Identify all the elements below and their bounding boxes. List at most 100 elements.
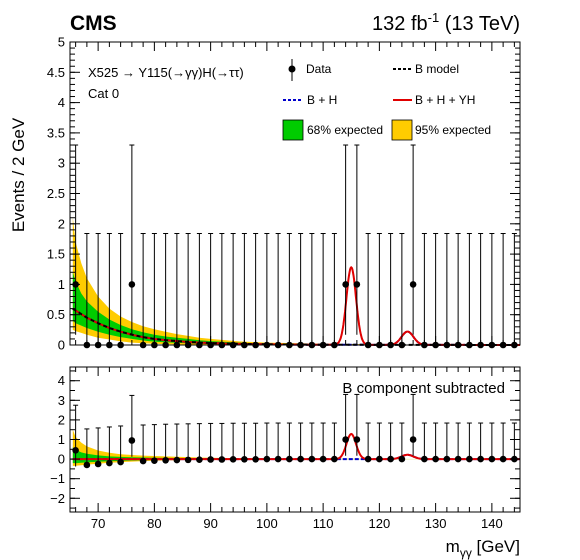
data-points [72, 144, 518, 349]
legend-data-label: Data [306, 62, 332, 76]
x-tick-label: 100 [256, 516, 278, 531]
data-point [319, 455, 327, 463]
band-68-area [72, 272, 521, 345]
y-tick-label: 1 [58, 432, 65, 447]
plot-frame [69, 41, 521, 346]
legend-b-model-label: B model [415, 62, 459, 76]
legend-b-h-yh: B + H + YH [393, 93, 475, 107]
y-axis-title: Events / 2 GeV [9, 117, 28, 232]
y-tick-label: 3 [58, 156, 65, 171]
data-point [353, 436, 361, 443]
data-point [499, 455, 507, 463]
y-tick-label: 4 [58, 373, 65, 388]
category-label: Cat 0 [88, 86, 119, 101]
x-axis-title: mγγ [GeV] [446, 537, 520, 560]
y-tick-label: 0 [58, 338, 65, 353]
data-point [72, 446, 79, 454]
legend-band95-swatch [391, 119, 413, 141]
y-tick-label: 0.5 [47, 307, 65, 322]
data-point [218, 456, 226, 463]
legend-band68-label: 68% expected [307, 123, 383, 137]
y-tick-label: 3 [58, 393, 65, 408]
data-point [364, 455, 372, 463]
y-tick-label: 4.5 [47, 65, 65, 80]
legend-data-marker [288, 65, 296, 73]
data-point [94, 460, 102, 468]
data-point [162, 456, 169, 464]
data-point [331, 455, 338, 463]
data-point [286, 455, 293, 463]
y-tick-label: 2 [58, 412, 65, 427]
x-tick-label: 70 [91, 516, 105, 531]
legend-band68: 68% expected [282, 119, 383, 141]
data-point [477, 455, 484, 463]
legend-band95: 95% expected [391, 119, 491, 141]
subtracted-label: B component subtracted [342, 380, 505, 397]
data-point [466, 455, 473, 463]
legend-b-h: B + H [283, 93, 337, 107]
data-point [308, 455, 316, 463]
legend-b-h-yh-label: B + H + YH [415, 93, 475, 107]
y-tick-label: −2 [50, 491, 65, 506]
x-tick-label: 120 [369, 516, 391, 531]
data-point [139, 457, 147, 465]
data-point [432, 455, 439, 463]
y-tick-label: −1 [50, 471, 65, 486]
x-tick-label: 110 [313, 516, 334, 531]
data-point [342, 436, 349, 443]
legend-band68-swatch [282, 119, 304, 141]
lumi-exp: -1 [428, 10, 440, 25]
data-point [409, 436, 417, 443]
data-point [454, 455, 462, 463]
band-95-area [72, 217, 521, 345]
process-label: X525 → Y115(→γγ)H(→ττ) [88, 65, 244, 80]
top-panel-axes: 0 0.5 1 1.5 2 2.5 3 3.5 4 4.5 5 [47, 35, 521, 353]
data-point [252, 455, 259, 463]
x-tick-label: 90 [203, 516, 217, 531]
lumi-label: 132 fb-1 (13 TeV) [372, 10, 520, 35]
data-point [128, 281, 136, 288]
y-tick-label: 1 [58, 277, 65, 292]
x-tick-label: 130 [425, 516, 447, 531]
legend-b-model: B model [393, 62, 459, 76]
y-tick-label: 4 [58, 95, 65, 110]
data-point [173, 456, 181, 464]
data-point [207, 456, 214, 463]
energy-label: (13 TeV) [439, 13, 520, 35]
legend-data: Data [288, 59, 332, 81]
x-tick-label: 140 [481, 516, 503, 531]
data-point [274, 455, 282, 463]
legend-b-h-label: B + H [307, 93, 337, 107]
data-point [387, 455, 394, 463]
lumi-value: 132 fb [372, 13, 428, 35]
y-tick-label: 0 [58, 452, 65, 467]
y-tick-label: 5 [58, 35, 65, 50]
data-point [297, 455, 304, 463]
data-point [128, 437, 136, 444]
bottom-model-curves [72, 432, 520, 461]
data-point [263, 455, 271, 463]
y-tick-label: 2.5 [47, 186, 65, 201]
y-tick-label: 3.5 [47, 125, 65, 140]
data-point [443, 455, 451, 463]
data-point [421, 455, 428, 463]
data-point [196, 456, 203, 463]
y-tick-label: 2 [58, 216, 65, 231]
y-tick-label: 1.5 [47, 247, 65, 262]
expected-bands [72, 217, 521, 345]
experiment-label: CMS [70, 12, 117, 35]
data-point [376, 455, 383, 463]
bottom-data-points [72, 393, 518, 469]
data-point [409, 281, 417, 288]
data-point [353, 281, 361, 288]
data-point [83, 461, 91, 469]
data-point [106, 459, 113, 467]
x-tick-label: 80 [147, 516, 161, 531]
bottom-b-h-yh-curve [72, 432, 520, 461]
data-point [398, 455, 406, 463]
data-point [241, 455, 248, 463]
data-point [151, 457, 158, 464]
data-point [488, 455, 496, 463]
